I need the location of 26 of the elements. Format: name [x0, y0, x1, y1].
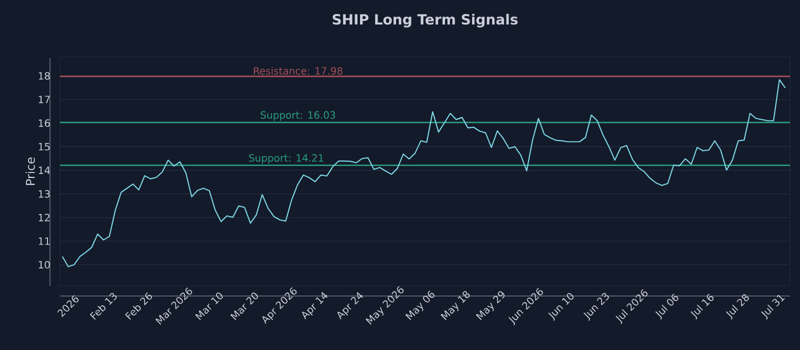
y-tick-label: 14 — [38, 166, 50, 174]
x-tick-label: Jul 16 — [690, 294, 714, 320]
y-tick-label: 18 — [38, 72, 50, 80]
x-tick-label: Mar 20 — [230, 292, 258, 320]
y-tick-label: 10 — [38, 260, 50, 269]
ref-line-label: Support: 16.03 — [260, 111, 336, 121]
y-tick-label: 12 — [38, 214, 50, 222]
x-tick-label: Jul 28 — [726, 294, 749, 320]
x-tick-label: Jun 10 — [548, 293, 574, 321]
x-tick-label: Feb 26 — [125, 292, 152, 320]
x-tick-label: Jun 23 — [584, 293, 609, 321]
x-tick-label: Jul 31 — [761, 294, 785, 320]
y-tick-label: 13 — [38, 190, 50, 198]
y-tick-label: 16 — [38, 119, 50, 127]
x-tick-label: Apr 24 — [337, 292, 363, 320]
y-tick-label: 15 — [38, 142, 50, 150]
x-tick-label: Feb 13 — [90, 292, 117, 320]
x-tick-label: Jul 06 — [655, 294, 678, 320]
y-tick-label: 17 — [38, 96, 50, 104]
x-tick-label: Mar 10 — [195, 292, 223, 320]
chart-title: SHIP Long Term Signals — [332, 14, 518, 28]
y-axis-title: Price — [26, 157, 35, 185]
y-tick-label: 11 — [38, 237, 50, 245]
ref-line-label: Resistance: 17.98 — [254, 66, 342, 75]
x-tick-label: Apr 14 — [302, 292, 328, 320]
ref-line-label: Support: 14.21 — [249, 154, 324, 164]
